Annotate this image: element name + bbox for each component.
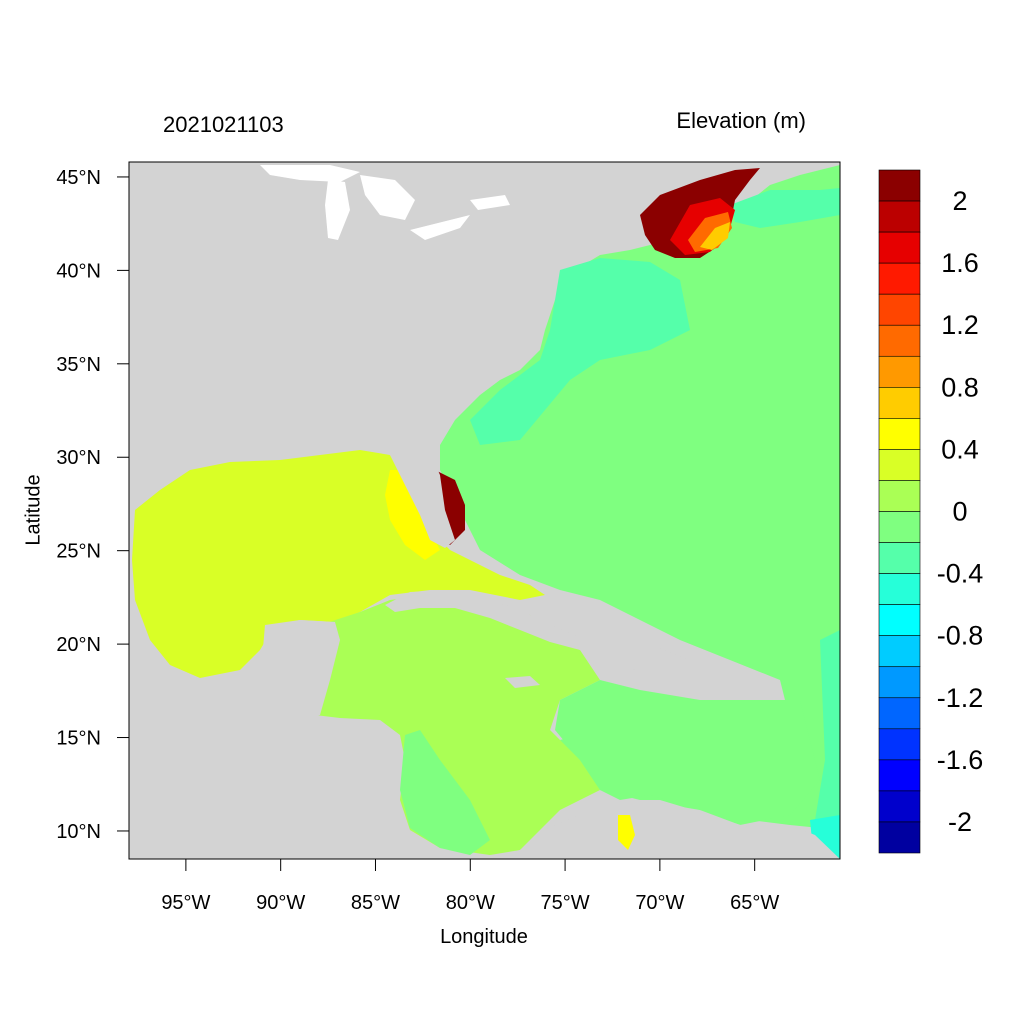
colorbar-label: 0.4	[941, 434, 979, 464]
lake-erie	[410, 215, 470, 240]
variable-title: Elevation (m)	[676, 108, 806, 133]
florida	[390, 452, 455, 548]
lake-maracaibo	[618, 815, 635, 850]
x-axis-label: Longitude	[440, 926, 528, 948]
colorbar: 2 1.6 1.2 0.8 0.4 0 -0.4 -0.8 -1.2 -1.6 -2	[878, 169, 984, 854]
surge-gradient-3	[700, 222, 730, 250]
colorbar-swatch-10	[878, 480, 921, 512]
colorbar-swatch-13	[878, 573, 921, 605]
colorbar-swatch-18	[878, 728, 921, 761]
colorbar-label: -2	[948, 807, 972, 837]
map-area	[129, 162, 840, 859]
east-edge-cyan	[815, 630, 840, 830]
x-axis: 95°W 90°W 85°W 80°W 75°W 70°W 65°W	[161, 859, 779, 914]
x-tick-label: 95°W	[161, 892, 210, 914]
south-america-coast	[490, 800, 840, 859]
colorbar-label: 1.6	[941, 248, 979, 278]
colorbar-label: 2	[952, 186, 967, 216]
lake-michigan	[325, 180, 350, 240]
y-tick-label: 30°N	[56, 447, 101, 469]
colorbar-swatch-16	[878, 666, 921, 699]
colorbar-swatch-8	[878, 418, 921, 450]
lake-huron	[360, 175, 415, 220]
colorbar-label: 0.8	[941, 372, 979, 402]
hispaniola	[590, 645, 690, 672]
y-axis: 10°N 15°N 20°N 25°N 30°N 35°N 40°N 45°N	[56, 167, 129, 843]
colorbar-label: -0.4	[937, 559, 984, 589]
plot-frame	[128, 161, 841, 860]
gulf-of-mexico	[132, 450, 545, 678]
puerto-rico	[708, 676, 735, 684]
colorbar-swatch-11	[878, 511, 921, 543]
colorbar-swatch-6	[878, 355, 921, 388]
caribbean-east	[555, 680, 820, 825]
caribbean-sea	[315, 595, 600, 855]
colorbar-label: 0	[952, 497, 967, 527]
y-tick-label: 20°N	[56, 634, 101, 656]
colorbar-swatch-0	[878, 169, 921, 202]
colorbar-swatch-12	[878, 542, 921, 574]
x-tick-label: 85°W	[351, 892, 400, 914]
colorbar-swatch-21	[878, 821, 921, 854]
colorbar-swatch-2	[878, 231, 921, 264]
lake-ontario	[470, 195, 510, 210]
timestamp-label: 2021021103	[163, 112, 284, 137]
nova-scotia-shelf	[730, 188, 840, 228]
west-florida-shelf	[385, 470, 440, 560]
x-tick-label: 65°W	[730, 892, 779, 914]
colorbar-swatch-1	[878, 200, 921, 233]
lake-superior	[260, 165, 360, 182]
colorbar-swatch-15	[878, 635, 921, 668]
colorbar-swatch-17	[878, 697, 921, 730]
colorbar-swatch-9	[878, 449, 921, 481]
y-tick-label: 45°N	[56, 167, 101, 189]
colorbar-label: 1.2	[941, 310, 979, 340]
colorbar-swatch-4	[878, 293, 921, 326]
x-tick-label: 75°W	[541, 892, 590, 914]
y-tick-label: 40°N	[56, 260, 101, 282]
x-tick-label: 80°W	[446, 892, 495, 914]
colorbar-label: -0.8	[937, 621, 984, 651]
colorbar-swatch-5	[878, 324, 921, 357]
mosquito-coast-waters	[400, 730, 490, 855]
cuba	[385, 590, 585, 650]
jamaica	[505, 676, 540, 688]
colorbar-swatch-14	[878, 604, 921, 636]
y-tick-label: 25°N	[56, 541, 101, 563]
y-tick-label: 35°N	[56, 354, 101, 376]
colorbar-swatch-3	[878, 262, 921, 295]
y-tick-label: 10°N	[56, 821, 101, 843]
y-tick-label: 15°N	[56, 728, 101, 750]
colorbar-swatch-19	[878, 759, 921, 792]
atlantic-ocean	[440, 165, 840, 830]
colorbar-swatch-7	[878, 387, 921, 419]
colorbar-swatch-20	[878, 790, 921, 823]
x-tick-label: 90°W	[256, 892, 305, 914]
colorbar-label: -1.2	[937, 683, 984, 713]
colorbar-label: -1.6	[937, 745, 984, 775]
yucatan	[262, 620, 340, 720]
shelf-waters	[470, 258, 690, 445]
x-tick-label: 70°W	[635, 892, 684, 914]
